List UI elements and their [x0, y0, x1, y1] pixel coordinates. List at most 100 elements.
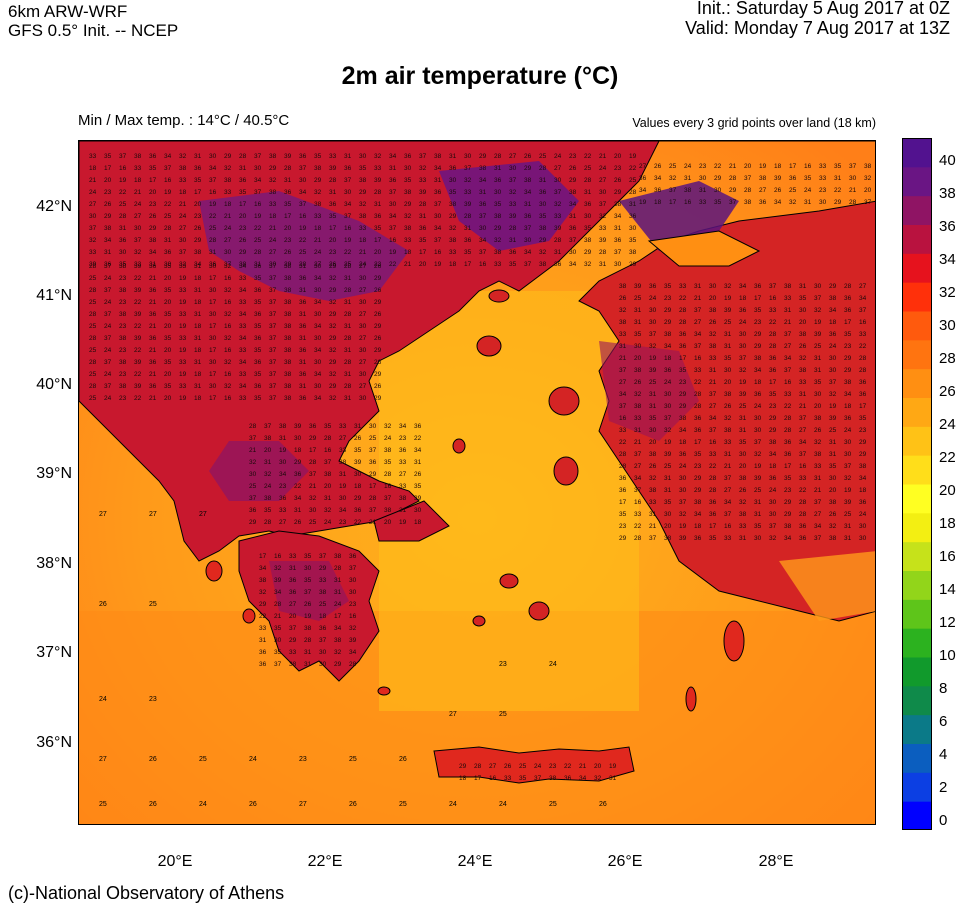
land-value-label: 29 [329, 263, 337, 270]
land-value-label: 30 [359, 395, 367, 402]
land-value-label: 25 [249, 483, 257, 490]
land-value-label: 35 [274, 649, 282, 656]
land-value-label: 25 [89, 395, 97, 402]
land-value-label: 30 [844, 451, 852, 458]
land-value-label: 17 [789, 163, 797, 170]
land-value-label: 23 [769, 403, 777, 410]
land-value-label: 37 [254, 189, 262, 196]
land-value-label: 37 [649, 535, 657, 542]
land-value-label: 32 [539, 249, 547, 256]
land-value-label: 16 [634, 499, 642, 506]
land-value-label: 29 [459, 763, 467, 770]
land-value-label: 33 [509, 201, 517, 208]
land-value-label: 28 [799, 511, 807, 518]
land-value-label: 30 [754, 415, 762, 422]
land-value-label: 22 [634, 523, 642, 530]
land-value-label: 38 [194, 249, 202, 256]
land-value-label: 38 [119, 311, 127, 318]
land-value-label: 36 [254, 287, 262, 294]
land-value-label: 37 [349, 565, 357, 572]
land-value-label: 35 [374, 225, 382, 232]
land-value-label: 32 [739, 367, 747, 374]
land-value-label: 21 [89, 177, 97, 184]
land-value-label: 32 [134, 249, 142, 256]
land-value-label: 23 [119, 395, 127, 402]
land-value-label: 31 [494, 165, 502, 172]
land-value-label: 28 [254, 249, 262, 256]
land-value-label: 35 [239, 189, 247, 196]
land-value-label: 21 [649, 523, 657, 530]
land-value-label: 35 [254, 395, 262, 402]
land-value-label: 33 [784, 391, 792, 398]
colorbar-label: 0 [939, 812, 948, 829]
land-value-label: 38 [479, 165, 487, 172]
land-value-label: 28 [744, 187, 752, 194]
land-value-label: 31 [194, 359, 202, 366]
land-value-label: 20 [724, 379, 732, 386]
land-value-label: 39 [509, 213, 517, 220]
land-value-label: 32 [449, 225, 457, 232]
land-value-label: 34 [259, 565, 267, 572]
land-value-label: 34 [694, 331, 702, 338]
land-value-label: 38 [769, 439, 777, 446]
land-value-label: 27 [634, 463, 642, 470]
land-value-label: 35 [664, 499, 672, 506]
land-value-label: 31 [414, 459, 422, 466]
land-value-label: 35 [384, 459, 392, 466]
land-value-label: 34 [314, 395, 322, 402]
land-value-label: 30 [724, 367, 732, 374]
land-value-label: 31 [649, 403, 657, 410]
land-value-label: 20 [164, 299, 172, 306]
land-value-label: 37 [269, 335, 277, 342]
land-value-label: 37 [619, 367, 627, 374]
land-value-label: 38 [814, 415, 822, 422]
land-value-label: 37 [829, 379, 837, 386]
land-value-label: 25 [634, 295, 642, 302]
land-value-label: 34 [579, 775, 587, 782]
land-value-label: 30 [584, 213, 592, 220]
land-value-label: 27 [359, 359, 367, 366]
island-cyclades-2 [472, 615, 486, 627]
land-value-label: 37 [319, 637, 327, 644]
land-value-label: 37 [389, 189, 397, 196]
land-value-label: 17 [474, 775, 482, 782]
land-value-label: 28 [249, 423, 257, 430]
land-value-label: 30 [314, 311, 322, 318]
land-value-label: 26 [374, 311, 382, 318]
land-value-label: 38 [784, 283, 792, 290]
land-value-label: 38 [754, 355, 762, 362]
land-value-label: 35 [799, 295, 807, 302]
land-value-label: 36 [709, 499, 717, 506]
land-value-label: 28 [844, 283, 852, 290]
land-value-label: 34 [784, 535, 792, 542]
land-value-label: 32 [419, 165, 427, 172]
land-value-label: 34 [524, 189, 532, 196]
sea-value-label: 24 [249, 756, 257, 763]
land-value-label: 33 [134, 165, 142, 172]
land-value-label: 17 [209, 395, 217, 402]
land-value-label: 24 [684, 163, 692, 170]
land-value-label: 31 [259, 637, 267, 644]
land-value-label: 20 [329, 237, 337, 244]
land-value-label: 37 [269, 347, 277, 354]
land-value-label: 36 [419, 225, 427, 232]
land-value-label: 35 [164, 383, 172, 390]
land-value-label: 20 [164, 395, 172, 402]
land-value-label: 31 [829, 451, 837, 458]
land-value-label: 31 [799, 283, 807, 290]
land-value-label: 31 [119, 225, 127, 232]
land-value-label: 33 [634, 415, 642, 422]
land-value-label: 26 [374, 359, 382, 366]
land-value-label: 31 [284, 177, 292, 184]
land-value-label: 33 [279, 507, 287, 514]
land-value-label: 36 [844, 295, 852, 302]
land-value-label: 23 [279, 483, 287, 490]
land-value-label: 32 [724, 283, 732, 290]
land-value-label: 33 [399, 483, 407, 490]
land-value-label: 31 [344, 371, 352, 378]
land-value-label: 37 [724, 475, 732, 482]
land-value-label: 34 [239, 287, 247, 294]
land-value-label: 16 [224, 323, 232, 330]
land-value-label: 33 [374, 165, 382, 172]
land-value-label: 31 [814, 367, 822, 374]
